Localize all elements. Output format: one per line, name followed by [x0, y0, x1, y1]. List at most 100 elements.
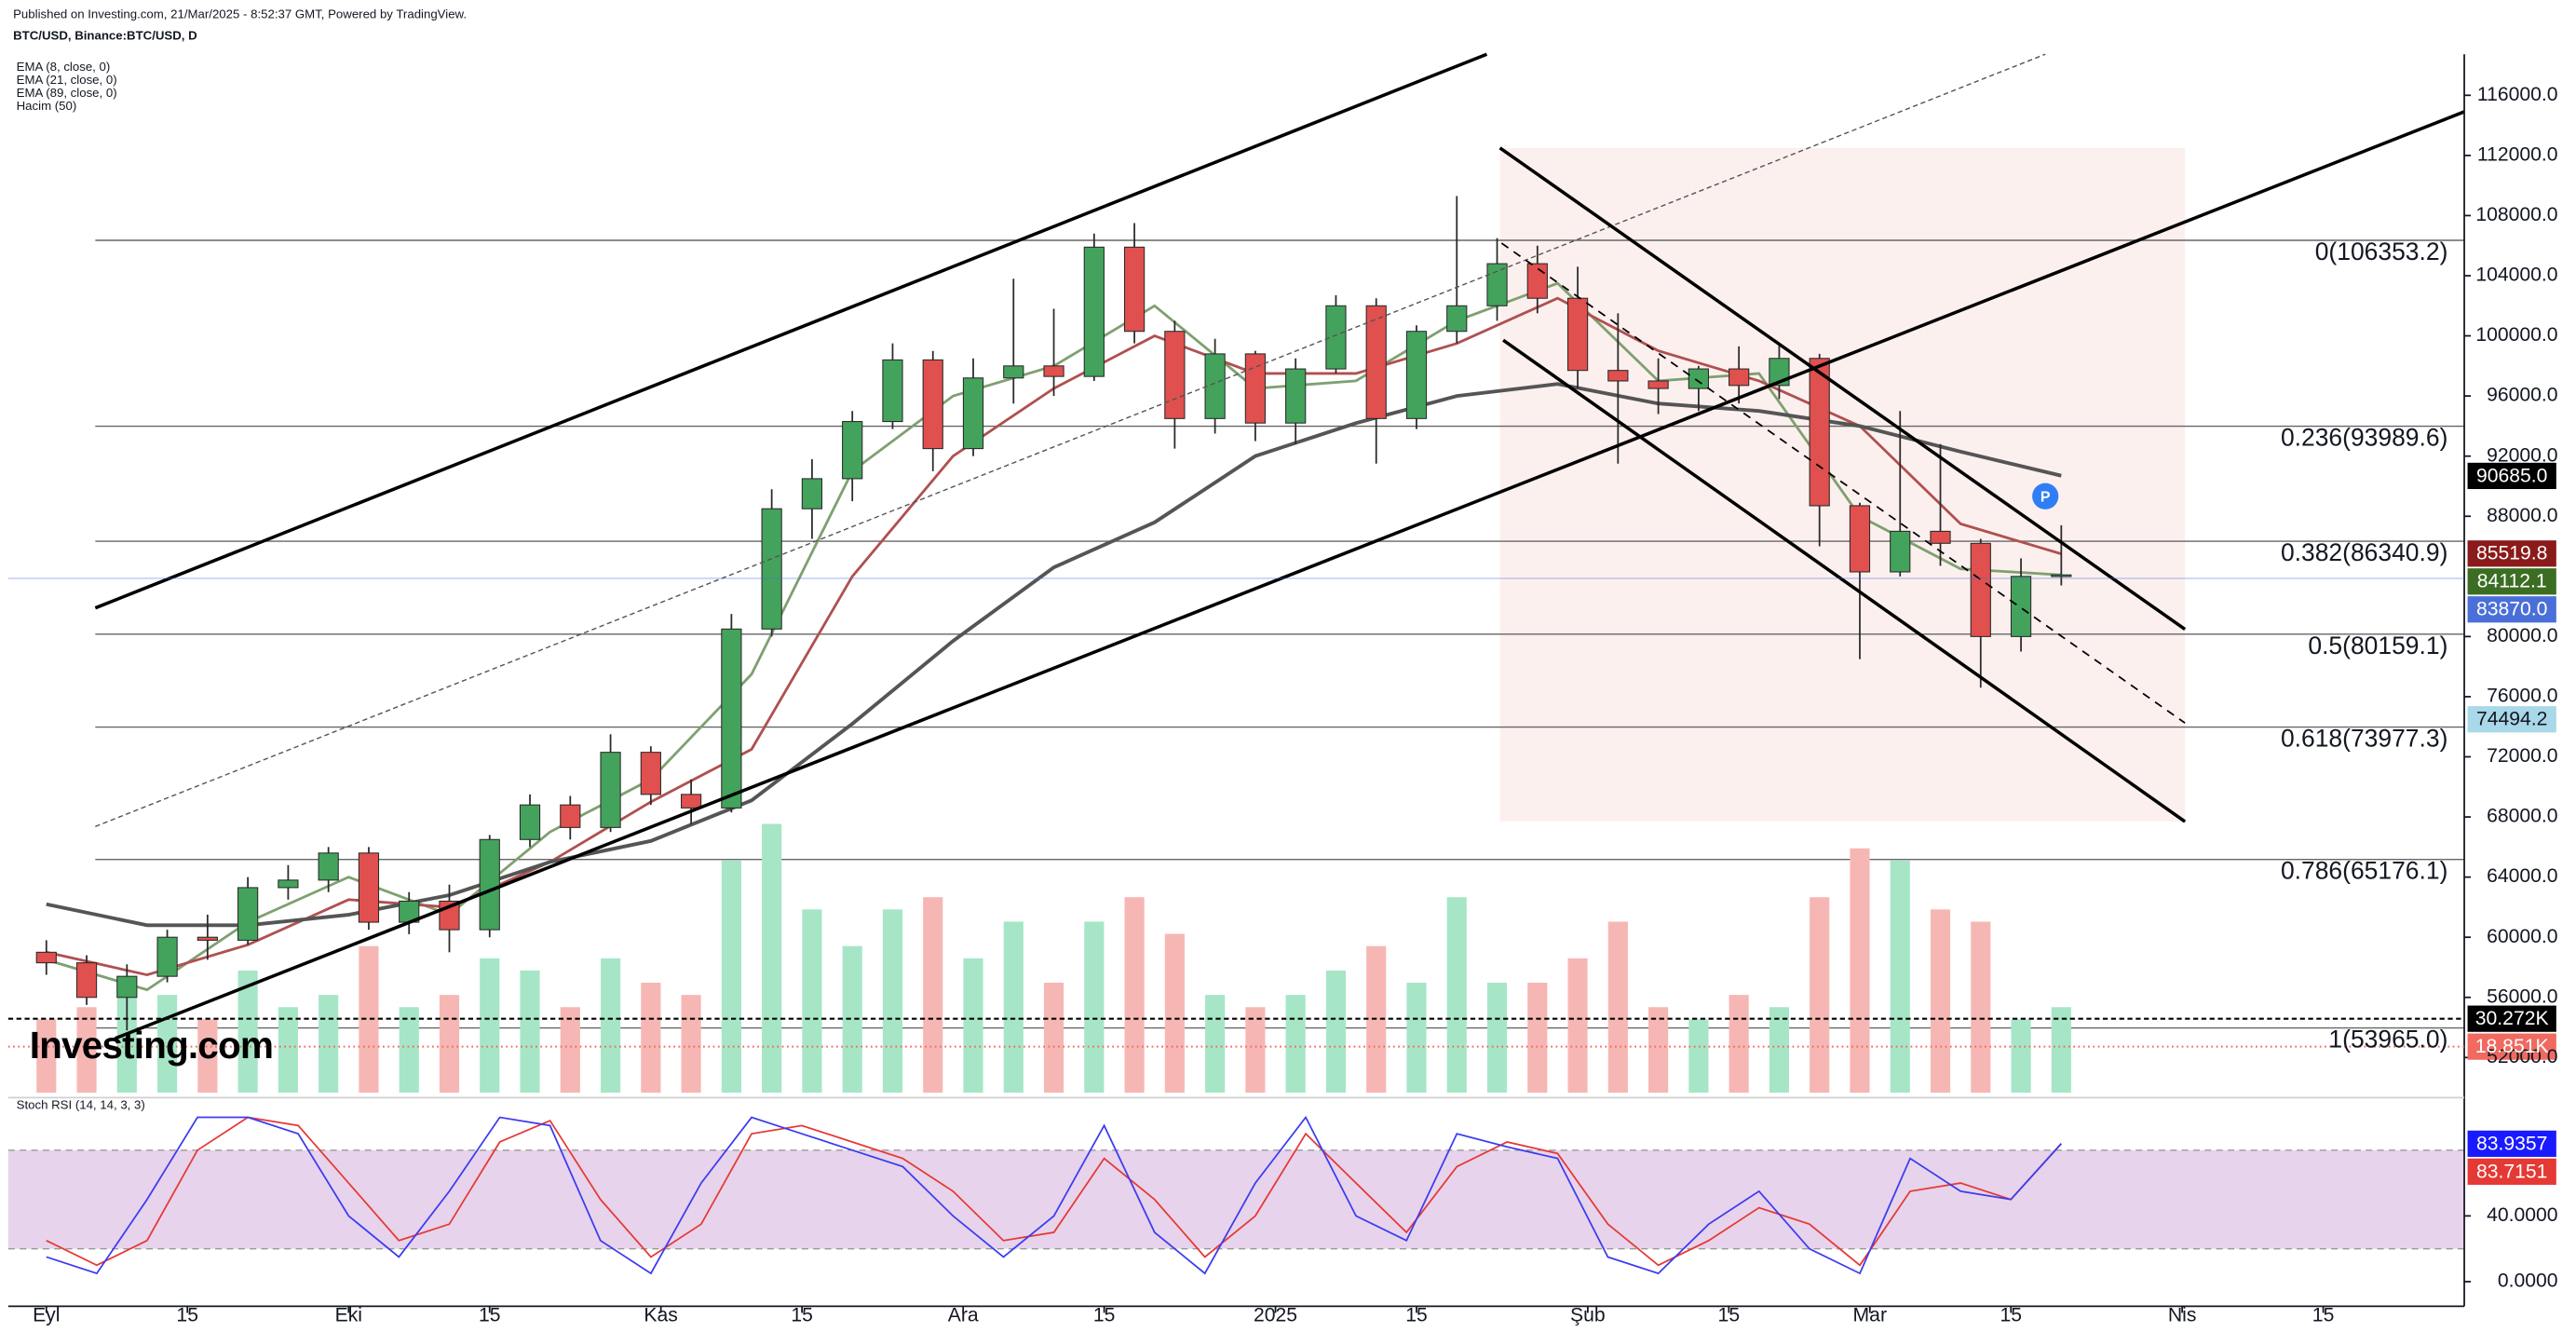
candle-body: [1325, 305, 1347, 370]
channel-shade: [1499, 147, 2186, 822]
price-tag-label: 83.7151: [2476, 1161, 2547, 1182]
candle-body: [1405, 331, 1428, 419]
volume-bar: [76, 1007, 97, 1094]
stoch-band: [7, 1149, 2465, 1249]
candle-body: [1890, 530, 1911, 573]
candle-body: [1043, 365, 1064, 377]
x-tick-label: Nis: [2168, 1305, 2197, 1326]
price-tag: [2467, 596, 2556, 623]
volume-bar: [1810, 897, 1830, 1094]
candle-body: [680, 794, 702, 809]
candle-body: [721, 628, 742, 809]
stoch-tick-label: 40.0000: [2487, 1204, 2557, 1226]
candle-body: [1123, 246, 1146, 333]
volume-bar: [278, 1007, 298, 1094]
volume-bar: [319, 995, 339, 1094]
channel-line: [1500, 242, 2186, 724]
x-tick-label: 15: [791, 1305, 813, 1326]
x-tick-label: Eki: [335, 1305, 362, 1326]
fib-label: 0.382(86340.9): [2281, 538, 2447, 566]
price-tag-label: 74494.2: [2476, 709, 2547, 730]
candle-body: [1809, 358, 1830, 507]
volume-bar: [1084, 921, 1105, 1094]
volume-bar: [762, 823, 782, 1094]
logo: Investing.com: [30, 1024, 273, 1067]
channel-line: [1498, 146, 2187, 632]
y-tick-label: 112000.0: [2477, 143, 2558, 165]
ema-line: [46, 382, 2062, 928]
volume-bar: [1043, 983, 1064, 1094]
price-tag: [2467, 1005, 2556, 1032]
volume-bar: [681, 995, 701, 1094]
trend-line: [94, 52, 1488, 610]
volume-bar: [1688, 1019, 1709, 1094]
y-tick-label: 52000.0: [2487, 1046, 2557, 1067]
volume-bar: [1245, 1007, 1266, 1094]
volume-bar: [882, 909, 903, 1094]
volume-bar: [1930, 909, 1951, 1094]
candle-body: [75, 962, 98, 999]
volume-bar: [963, 958, 983, 1094]
candle-body: [35, 951, 57, 964]
volume-bar: [1205, 995, 1226, 1094]
candle-body: [116, 975, 138, 999]
fib-label: 1(53965.0): [2328, 1026, 2447, 1053]
candle-body: [1164, 331, 1186, 419]
price-tag: [2467, 706, 2556, 733]
candle-body: [1446, 305, 1468, 333]
volume-bar: [1003, 921, 1024, 1094]
price-tag-label: 83.9357: [2476, 1133, 2547, 1154]
y-tick-label: 64000.0: [2487, 865, 2557, 887]
y-tick-label: 92000.0: [2487, 444, 2557, 466]
price-tag-label: 83870.0: [2476, 599, 2547, 620]
x-tick-label: Mar: [1853, 1305, 1887, 1326]
candle-body: [1204, 353, 1226, 419]
x-tick-label: Ara: [948, 1305, 979, 1326]
published-note: Published on Investing.com, 21/Mar/2025 …: [13, 7, 467, 20]
candle-body: [278, 879, 299, 889]
volume-bar: [842, 945, 862, 1094]
price-tag-label: 18.851K: [2475, 1036, 2549, 1057]
x-tick-label: 15: [176, 1305, 198, 1326]
volume-bar: [1648, 1007, 1669, 1094]
fib-label: 0.618(73977.3): [2281, 725, 2447, 753]
candle-body: [560, 804, 581, 828]
legend-entry: EMA (89, close, 0): [17, 86, 117, 100]
data-layer: [35, 196, 2072, 1275]
legend-entry: Hacim (50): [17, 99, 77, 113]
price-tag-label: 85519.8: [2476, 543, 2547, 564]
volume-bar: [116, 983, 137, 1094]
price-tag: [2467, 540, 2556, 567]
volume-bar: [1607, 921, 1628, 1094]
volume-bar: [520, 970, 540, 1094]
y-tick-label: 108000.0: [2475, 204, 2557, 225]
volume-bar: [480, 958, 500, 1094]
candle-body: [156, 936, 178, 977]
volume-bar: [600, 958, 621, 1094]
channel-line: [1502, 338, 2187, 823]
stoch-d-line: [46, 1116, 2062, 1267]
x-tick-label: 15: [1405, 1305, 1428, 1326]
p-icon-letter: P: [2040, 490, 2051, 506]
candle-body: [237, 887, 259, 941]
candle-body: [1486, 263, 1508, 306]
volume-bar: [1890, 860, 1910, 1094]
candle-body: [358, 852, 380, 923]
volume-bar: [2011, 1019, 2031, 1094]
candle-body: [962, 377, 984, 450]
candle-body: [1083, 246, 1105, 377]
volume-bar: [1527, 983, 1548, 1094]
candle-body: [2010, 576, 2032, 637]
candle-body: [479, 838, 500, 931]
candle-body: [1647, 380, 1669, 389]
p-icon: [2032, 483, 2059, 510]
trend-line: [95, 53, 2046, 827]
candle-body: [1566, 297, 1589, 372]
candle-body: [2051, 574, 2072, 578]
y-tick-label: 72000.0: [2487, 745, 2557, 767]
candle-body: [761, 508, 782, 630]
price-tag-label: 30.272K: [2475, 1008, 2549, 1029]
fib-label: 0(106353.2): [2315, 238, 2448, 265]
y-tick-label: 56000.0: [2487, 985, 2557, 1007]
candle-body: [1003, 365, 1024, 379]
